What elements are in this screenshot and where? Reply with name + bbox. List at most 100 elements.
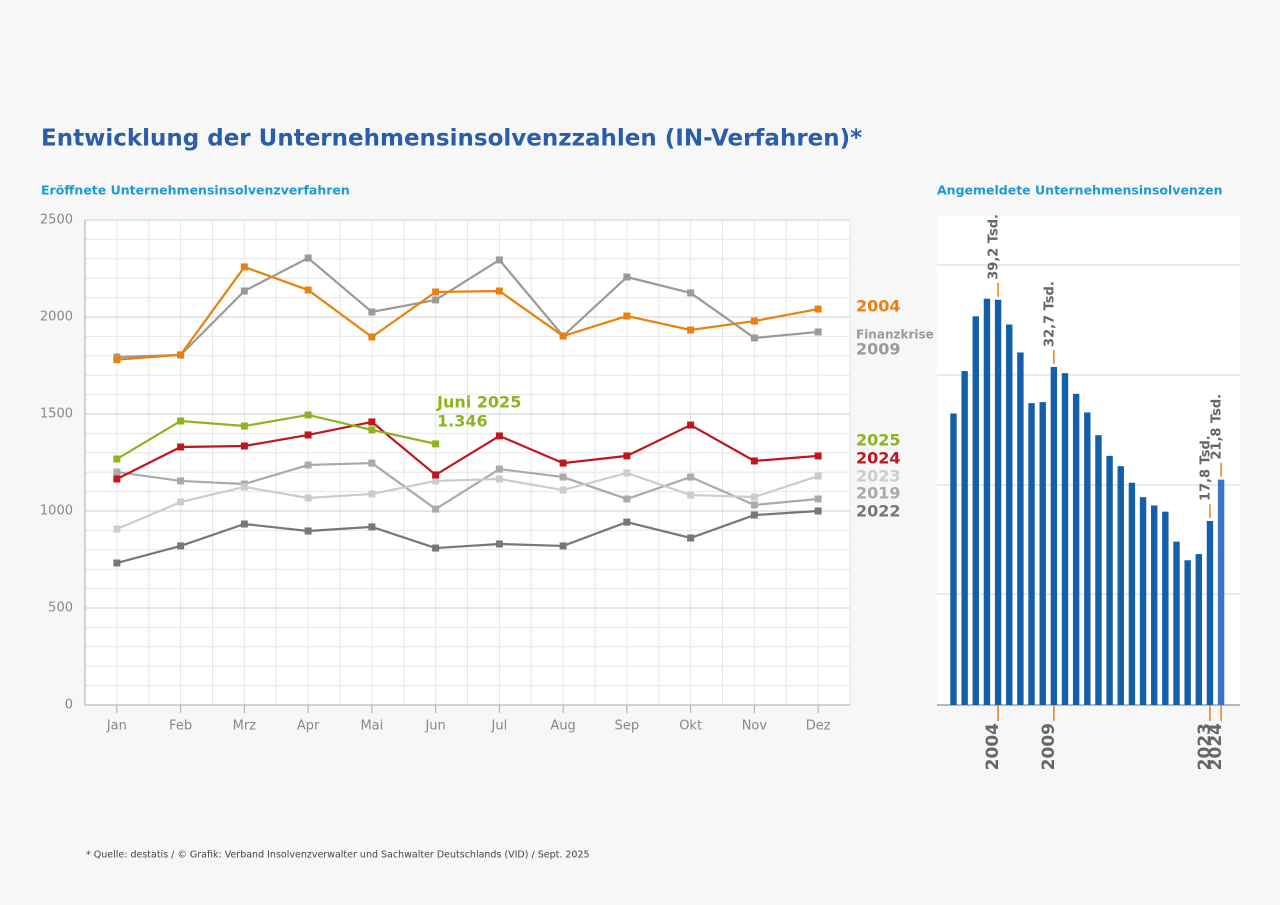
point-marker bbox=[304, 254, 312, 262]
point-marker bbox=[559, 459, 567, 467]
point-marker bbox=[368, 418, 376, 426]
point-marker bbox=[177, 477, 185, 485]
series-line bbox=[116, 461, 819, 511]
point-marker bbox=[750, 457, 758, 465]
bar bbox=[1095, 435, 1102, 705]
point-marker bbox=[368, 523, 376, 531]
y-tick-label: 0 bbox=[65, 698, 73, 713]
point-marker bbox=[368, 308, 376, 316]
x-tick-label: 2009 bbox=[1039, 723, 1059, 770]
point-marker bbox=[623, 273, 631, 281]
point-marker bbox=[113, 356, 121, 364]
point-marker bbox=[113, 475, 121, 483]
y-tick-label: 2500 bbox=[40, 213, 73, 228]
x-tick-label: Aug bbox=[550, 719, 575, 734]
series-line bbox=[116, 413, 436, 460]
point-marker bbox=[687, 473, 695, 481]
point-marker bbox=[750, 493, 758, 501]
point-marker bbox=[432, 544, 440, 552]
point-marker bbox=[687, 534, 695, 542]
point-marker bbox=[687, 491, 695, 499]
point-marker bbox=[113, 559, 121, 567]
point-marker bbox=[495, 432, 503, 440]
bar bbox=[1117, 466, 1124, 705]
value-label: 21,8 Tsd. bbox=[1210, 394, 1225, 460]
point-marker bbox=[814, 305, 822, 313]
point-marker bbox=[240, 442, 248, 450]
point-marker bbox=[623, 312, 631, 320]
series-line bbox=[116, 471, 819, 531]
point-marker bbox=[623, 495, 631, 503]
line-chart: 0 500 1000 1500 2000 2500 Jan Feb Mrz Apr Mai Jun Ju… bbox=[40, 213, 934, 734]
point-marker bbox=[559, 542, 567, 550]
point-marker bbox=[304, 527, 312, 535]
point-marker bbox=[687, 326, 695, 334]
point-marker bbox=[750, 511, 758, 519]
bar bbox=[994, 299, 1002, 705]
x-tick-label: Okt bbox=[679, 719, 702, 734]
legend-label: 2022 bbox=[856, 502, 901, 521]
point-marker bbox=[432, 296, 440, 304]
point-marker bbox=[240, 520, 248, 528]
bar bbox=[1061, 373, 1069, 705]
y-tick-label: 1000 bbox=[40, 504, 73, 519]
annotation: Finanzkrise bbox=[856, 328, 934, 342]
point-marker bbox=[240, 263, 248, 271]
legend-label: 2024 bbox=[856, 449, 901, 468]
point-marker bbox=[623, 469, 631, 477]
x-tick-label: Nov bbox=[742, 719, 768, 734]
y-tick-label: 2000 bbox=[40, 310, 73, 325]
x-tick-label: Apr bbox=[297, 719, 320, 734]
point-marker bbox=[240, 287, 248, 295]
point-marker bbox=[814, 328, 822, 336]
point-marker bbox=[559, 473, 567, 481]
x-tick-label: Jul bbox=[491, 719, 508, 734]
point-marker bbox=[177, 443, 185, 451]
annotation: Juni 2025 bbox=[436, 393, 521, 412]
line-chart-title: Eröffnete Unternehmensinsolvenzverfahren bbox=[41, 183, 350, 198]
bar bbox=[1072, 393, 1080, 705]
bar bbox=[1217, 479, 1225, 705]
point-marker bbox=[814, 495, 822, 503]
bar bbox=[1084, 412, 1091, 705]
point-marker bbox=[368, 426, 376, 434]
point-marker bbox=[304, 411, 312, 419]
point-marker bbox=[113, 525, 121, 533]
x-tick-label: Mai bbox=[360, 719, 383, 734]
x-tick-label: Jan bbox=[106, 719, 127, 734]
value-label: 39,2 Tsd. bbox=[987, 214, 1002, 280]
bar bbox=[1006, 324, 1013, 705]
point-marker bbox=[750, 501, 758, 509]
series-line bbox=[116, 420, 819, 480]
point-marker bbox=[177, 351, 185, 359]
point-marker bbox=[177, 542, 185, 550]
point-marker bbox=[750, 317, 758, 325]
point-marker bbox=[432, 440, 440, 448]
point-marker bbox=[814, 507, 822, 515]
bar bbox=[1151, 505, 1158, 705]
x-tick-label: Mrz bbox=[233, 719, 257, 734]
legend-label: 2025 bbox=[856, 431, 901, 450]
point-marker bbox=[687, 289, 695, 297]
point-marker bbox=[814, 452, 822, 460]
point-marker bbox=[495, 256, 503, 264]
point-marker bbox=[113, 455, 121, 463]
bar bbox=[1173, 541, 1180, 705]
y-tick-label: 500 bbox=[48, 601, 73, 616]
point-marker bbox=[495, 540, 503, 548]
bar bbox=[1162, 511, 1169, 705]
x-tick-label: 2004 bbox=[983, 723, 1003, 770]
x-tick-label: 2024 bbox=[1206, 723, 1226, 770]
bar bbox=[950, 413, 957, 705]
point-marker bbox=[113, 468, 121, 476]
bar bbox=[961, 371, 968, 705]
main-title: Entwicklung der Unternehmensinsolvenzzah… bbox=[41, 126, 862, 152]
point-marker bbox=[240, 483, 248, 491]
point-marker bbox=[177, 417, 185, 425]
x-tick-label: Jun bbox=[424, 719, 445, 734]
point-marker bbox=[559, 332, 567, 340]
x-tick-label: Sep bbox=[615, 719, 640, 734]
point-marker bbox=[240, 422, 248, 430]
